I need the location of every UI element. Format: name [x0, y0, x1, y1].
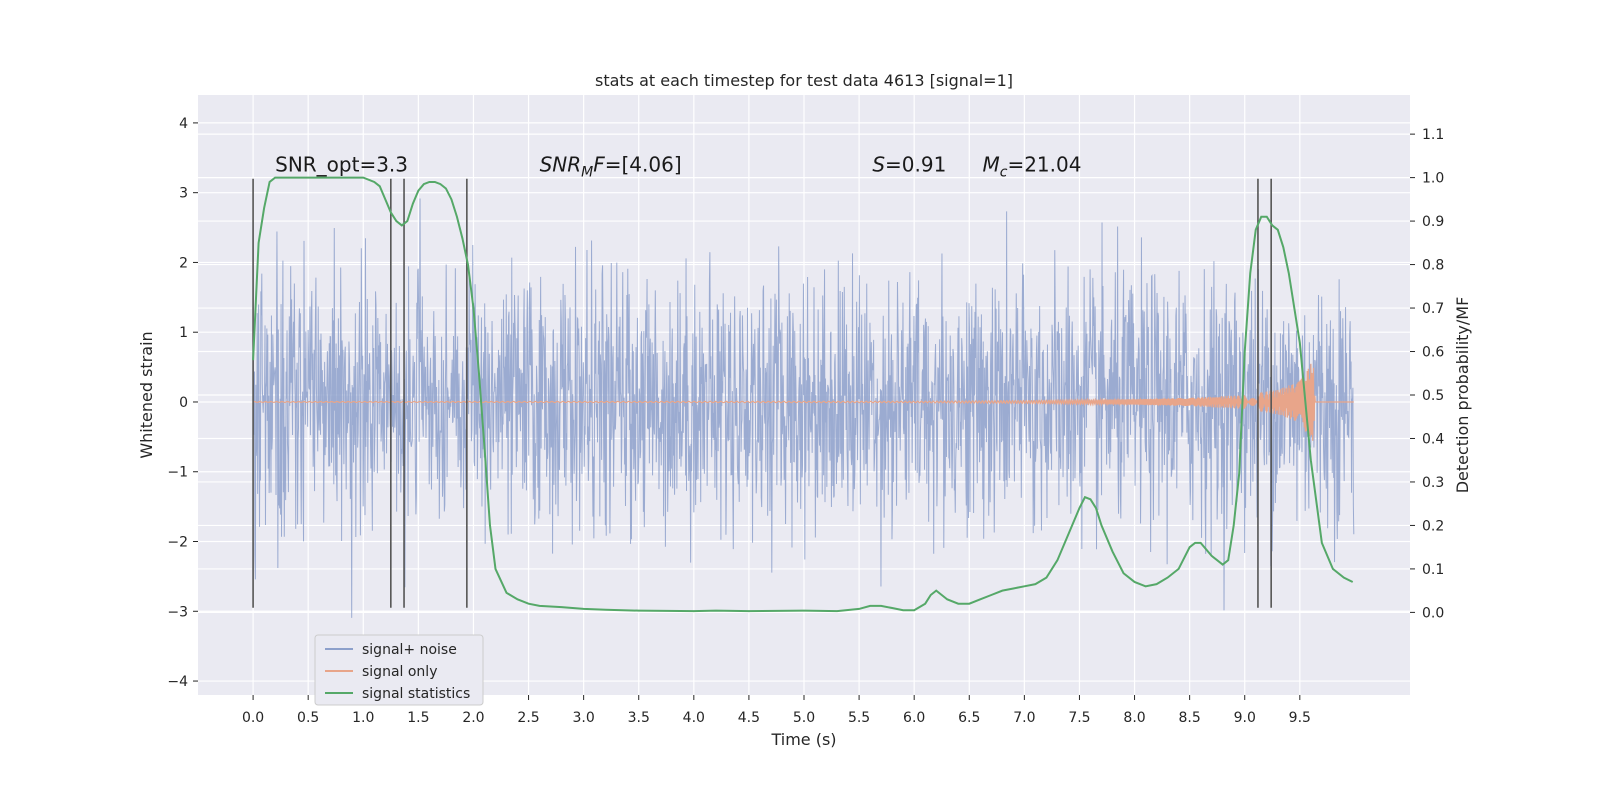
snr-mf-value: =[4.06] — [605, 153, 682, 177]
x-axis-ticks: 0.0 0.5 1.0 1.5 2.0 2.5 3.0 3.5 4.0 4.5 5.0 5.5 6.0 6… — [242, 695, 1311, 726]
signal-noise-series — [252, 198, 1355, 618]
right-y-axis-ticks: 1.1 1.0 0.9 0.8 0.7 0.6 0.5 0.4 0.3 0.2 0.1 0.0 — [1410, 127, 1444, 621]
mc-subscript: c — [1000, 165, 1008, 181]
vertical-markers — [252, 178, 1272, 608]
signal-noise-line — [252, 198, 1355, 618]
snr-mf-f: F — [593, 153, 605, 177]
left-y-axis-ticks: 4 3 2 1 0 −1 −2 −3 −4 — [167, 116, 198, 690]
right-y-axis-label: Detection probability/MF — [1453, 297, 1472, 494]
x-tick-label: 6.5 — [958, 710, 980, 726]
signal-statistics-series — [252, 176, 1354, 613]
left-y-tick-label: −1 — [167, 465, 188, 481]
snr-mf-symbol: SNR — [540, 153, 582, 177]
annotation-mc: Mc=21.04 — [982, 153, 1081, 181]
x-tick-label: 0.5 — [297, 710, 319, 726]
legend-box — [314, 634, 484, 706]
x-axis-label: Time (s) — [770, 730, 836, 749]
x-tick-label: 7.5 — [1068, 710, 1090, 726]
signal-only-series — [252, 363, 1354, 441]
x-tick-label: 6.0 — [903, 710, 925, 726]
left-y-tick-label: −2 — [167, 535, 188, 551]
right-y-tick-label: 0.3 — [1422, 475, 1444, 491]
snr-mf-subscript: M — [581, 165, 593, 181]
chart-title: stats at each timestep for test data 461… — [595, 71, 1013, 90]
mc-symbol: M — [982, 153, 999, 177]
x-tick-label: 3.0 — [573, 710, 595, 726]
x-tick-label: 1.0 — [352, 710, 374, 726]
x-tick-label: 0.0 — [242, 710, 264, 726]
right-y-tick-label: 0.0 — [1422, 605, 1444, 621]
x-tick-label: 3.5 — [628, 710, 650, 726]
s-symbol: S — [872, 153, 885, 177]
mc-value: =21.04 — [1007, 153, 1081, 177]
left-y-tick-label: −4 — [167, 674, 188, 690]
left-y-tick-label: 4 — [179, 116, 188, 132]
x-tick-label: 2.5 — [517, 710, 539, 726]
x-tick-label: 5.5 — [848, 710, 870, 726]
left-y-tick-label: 0 — [179, 395, 188, 411]
x-tick-label: 4.0 — [683, 710, 705, 726]
signal-statistics-line — [252, 176, 1354, 613]
right-y-tick-label: 0.5 — [1422, 388, 1444, 404]
x-tick-label: 7.0 — [1013, 710, 1035, 726]
right-y-tick-label: 1.0 — [1422, 171, 1444, 187]
left-y-tick-label: −3 — [167, 604, 188, 620]
annotation-snr-opt: SNR_opt=3.3 — [275, 153, 408, 177]
right-y-tick-label: 0.2 — [1422, 518, 1444, 534]
signal-only-line — [252, 363, 1354, 441]
s-value: =0.91 — [885, 153, 946, 177]
annotation-s: S=0.91 — [872, 153, 946, 177]
right-y-tick-label: 0.4 — [1422, 431, 1444, 447]
right-y-tick-label: 0.6 — [1422, 345, 1444, 361]
x-tick-label: 8.5 — [1179, 710, 1201, 726]
left-y-tick-label: 2 — [179, 255, 188, 271]
legend-label: signal+ noise — [362, 642, 457, 658]
x-tick-label: 5.0 — [793, 710, 815, 726]
right-y-tick-label: 1.1 — [1422, 127, 1444, 143]
right-y-tick-label: 0.1 — [1422, 562, 1444, 578]
annotation-snr-mf: SNRMF=[4.06] — [540, 153, 682, 181]
legend-label: signal only — [362, 664, 437, 680]
x-tick-label: 8.0 — [1123, 710, 1145, 726]
right-y-tick-label: 0.7 — [1422, 301, 1444, 317]
right-y-tick-label: 0.8 — [1422, 258, 1444, 274]
right-y-tick-label: 0.9 — [1422, 214, 1444, 230]
x-tick-label: 1.5 — [407, 710, 429, 726]
legend: signal+ noise signal only signal statistic… — [314, 634, 484, 706]
x-tick-label: 4.5 — [738, 710, 760, 726]
x-tick-label: 9.5 — [1289, 710, 1311, 726]
x-tick-label: 2.0 — [462, 710, 484, 726]
left-y-tick-label: 1 — [179, 325, 188, 341]
left-y-tick-label: 3 — [179, 186, 188, 202]
x-tick-label: 9.0 — [1234, 710, 1256, 726]
left-y-axis-label: Whitened strain — [137, 331, 156, 458]
legend-label: signal statistics — [362, 686, 470, 702]
